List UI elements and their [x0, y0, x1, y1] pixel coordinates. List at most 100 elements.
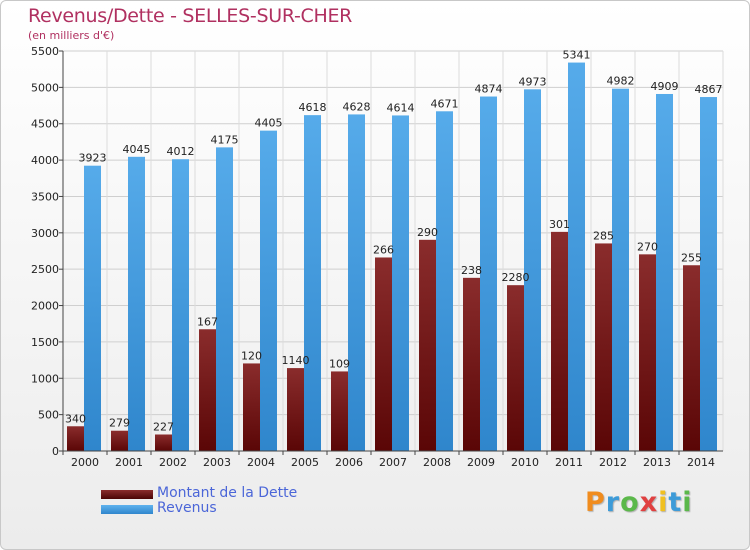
label-revenus-2007: 4614: [387, 101, 415, 114]
y-tick-label: 5000: [31, 81, 59, 94]
bar-dette-2011: [551, 231, 568, 451]
y-tick-label: 1500: [31, 336, 59, 349]
logo-letter: x: [639, 487, 659, 518]
label-revenus-2003: 4175: [211, 133, 239, 146]
y-tick-label: 4500: [31, 118, 59, 131]
label-revenus-2000: 3923: [79, 152, 107, 165]
x-tick-label: 2004: [247, 456, 275, 469]
y-tick-label: 2000: [31, 300, 59, 313]
label-revenus-2013: 4909: [651, 80, 679, 93]
x-tick-label: 2003: [203, 456, 231, 469]
label-revenus-2002: 4012: [167, 145, 195, 158]
bar-dette-2003: [199, 329, 216, 451]
bar-dette-2002: [155, 434, 172, 451]
x-tick-label: 2007: [379, 456, 407, 469]
y-tick-label: 2500: [31, 263, 59, 276]
bar-dette-2000: [67, 426, 84, 451]
label-dette-2013: 270: [637, 240, 658, 253]
bar-revenus-2001: [128, 156, 145, 451]
bars: [67, 62, 717, 452]
bar-revenus-2010: [524, 89, 541, 451]
legend-label-revenus: Revenus: [157, 500, 217, 516]
bar-revenus-2006: [348, 114, 365, 451]
label-dette-2004: 120: [241, 349, 262, 362]
label-revenus-2011: 5341: [563, 49, 591, 62]
x-tick-label: 2014: [687, 456, 715, 469]
label-dette-2009: 238: [461, 264, 482, 277]
bar-revenus-2011: [568, 62, 585, 452]
axes: 0 500 1000 1500 2000 2500 3000 3500 4000 4500 5000…: [31, 45, 723, 469]
bar-revenus-2002: [172, 159, 189, 451]
bar-revenus-2000: [84, 165, 101, 451]
legend-label-dette: Montant de la Dette: [157, 485, 298, 501]
x-tick-label: 2011: [555, 456, 583, 469]
x-tick-label: 2006: [335, 456, 363, 469]
logo-letter: r: [605, 487, 621, 518]
label-revenus-2010: 4973: [519, 75, 547, 88]
label-revenus-2005: 4618: [299, 101, 327, 114]
label-dette-2008: 290: [417, 226, 438, 239]
x-tick-label: 2008: [423, 456, 451, 469]
label-dette-2006: 109: [329, 357, 350, 370]
x-tick-label: 2002: [159, 456, 187, 469]
bar-dette-2009: [463, 277, 480, 451]
legend-swatch-dette: [101, 490, 153, 499]
bar-dette-2005: [287, 368, 304, 451]
chart-title: Revenus/Dette - SELLES-SUR-CHER: [28, 5, 353, 27]
y-tick-label: 3500: [31, 190, 59, 203]
y-tick-label: 500: [38, 409, 59, 422]
x-tick-label: 2012: [599, 456, 627, 469]
bar-revenus-2007: [392, 115, 409, 451]
label-dette-2012: 285: [593, 229, 614, 242]
label-dette-2002: 227: [153, 420, 174, 433]
label-dette-2005: 1140: [282, 354, 310, 367]
label-revenus-2008: 4671: [431, 97, 459, 110]
label-dette-2007: 266: [373, 243, 394, 256]
label-revenus-2012: 4982: [607, 75, 635, 88]
bar-revenus-2004: [260, 130, 277, 452]
x-tick-label: 2009: [467, 456, 495, 469]
x-tick-label: 2013: [643, 456, 671, 469]
bar-dette-2006: [331, 371, 348, 451]
y-tick-label: 1000: [31, 372, 59, 385]
label-revenus-2014: 4867: [695, 83, 723, 96]
bar-dette-2004: [243, 363, 260, 451]
bar-dette-2007: [375, 257, 392, 451]
y-tick-label: 0: [52, 445, 59, 458]
x-tick-label: 2005: [291, 456, 319, 469]
y-tick-label: 5500: [31, 45, 59, 58]
chart-subtitle: (en milliers d'€): [28, 29, 115, 42]
bar-revenus-2009: [480, 96, 497, 451]
proxiti-logo: Proxiti: [585, 487, 693, 518]
bar-revenus-2013: [656, 93, 673, 452]
label-revenus-2004: 4405: [255, 117, 283, 130]
bar-revenus-2003: [216, 147, 233, 451]
logo-letter: i: [682, 487, 693, 518]
label-dette-2001: 279: [109, 417, 130, 430]
label-revenus-2009: 4874: [475, 83, 503, 96]
bar-revenus-2014: [700, 97, 717, 451]
label-dette-2010: 2280: [502, 271, 530, 284]
label-dette-2000: 340: [65, 412, 86, 425]
label-dette-2014: 255: [681, 251, 702, 264]
x-tick-label: 2000: [71, 456, 99, 469]
y-tick-label: 3000: [31, 227, 59, 240]
logo-letter: o: [620, 487, 640, 518]
bar-dette-2014: [683, 265, 700, 451]
logo-letter: i: [658, 487, 669, 518]
bar-revenus-2008: [436, 111, 453, 452]
data-labels: 340 3923 279 4045 227 4012 167 4175 120 4405 1140 4…: [65, 49, 723, 434]
bar-dette-2012: [595, 243, 612, 451]
label-revenus-2001: 4045: [123, 143, 151, 156]
bar-dette-2008: [419, 239, 436, 451]
legend-swatch-revenus: [101, 505, 153, 514]
bar-dette-2001: [111, 430, 128, 451]
label-revenus-2006: 4628: [343, 100, 371, 113]
bar-dette-2010: [507, 285, 524, 451]
y-tick-label: 4000: [31, 154, 59, 167]
label-dette-2003: 167: [197, 315, 218, 328]
bar-revenus-2012: [612, 88, 629, 451]
logo-letter: t: [668, 487, 683, 518]
